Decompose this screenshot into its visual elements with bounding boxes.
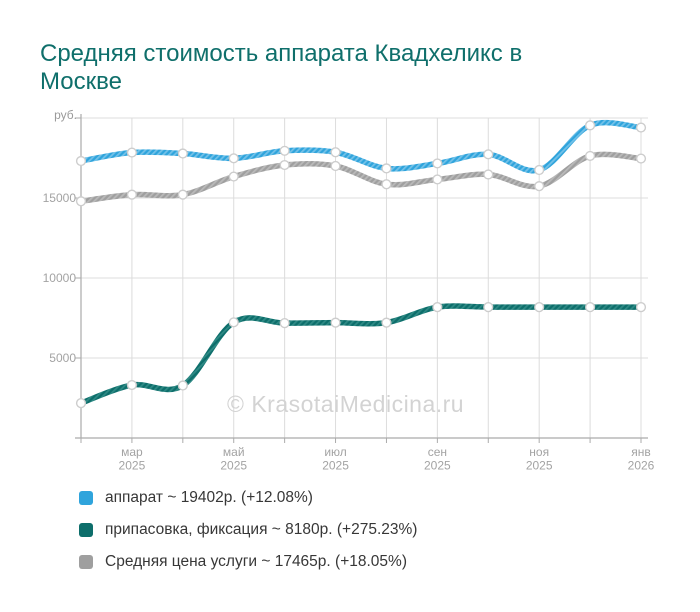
series-pripasovka-fiksaciya	[75, 302, 647, 409]
x-tick-label-year: 2025	[424, 459, 451, 473]
data-point-srednyaya-cena-uslugi	[228, 171, 239, 182]
x-tick-label-year: 2025	[526, 459, 553, 473]
axes	[75, 114, 648, 443]
x-tick-label-month: июл	[324, 445, 346, 459]
data-point-srednyaya-cena-uslugi	[279, 159, 290, 171]
data-point-pripasovka-fiksaciya	[330, 317, 341, 328]
data-point-pripasovka-fiksaciya	[75, 398, 87, 409]
x-tick-label-month: янв	[631, 445, 651, 459]
legend-item-pripasovka-fiksaciya: припасовка, фиксация ~ 8180р. (+275.23%)	[79, 514, 417, 546]
data-point-apparat	[381, 163, 392, 174]
y-tick-label: 15000	[43, 191, 77, 205]
data-point-srednyaya-cena-uslugi	[381, 179, 392, 190]
data-point-apparat	[635, 122, 647, 133]
series-apparat	[75, 119, 647, 176]
legend-swatch-apparat	[79, 491, 93, 505]
x-tick-label-year: 2025	[220, 459, 247, 473]
x-tick-label-year: 2025	[322, 459, 349, 473]
data-point-srednyaya-cena-uslugi	[126, 189, 138, 200]
data-point-pripasovka-fiksaciya	[381, 317, 392, 328]
series-srednyaya-cena-uslugi	[75, 150, 647, 207]
data-point-apparat	[432, 158, 443, 169]
data-point-pripasovka-fiksaciya	[228, 317, 239, 328]
data-point-pripasovka-fiksaciya	[483, 302, 494, 313]
data-point-apparat	[177, 148, 188, 159]
legend: аппарат ~ 19402р. (+12.08%) припасовка, …	[79, 482, 417, 578]
series-line-pripasovka-fiksaciya	[80, 303, 641, 406]
data-point-apparat	[126, 147, 138, 158]
data-point-pripasovka-fiksaciya	[432, 302, 443, 313]
legend-item-srednyaya-cena-uslugi: Средняя цена услуги ~ 17465р. (+18.05%)	[79, 546, 417, 578]
x-tick-label-month: мар	[121, 445, 143, 459]
y-tick-label: 5000	[49, 351, 76, 365]
data-point-pripasovka-fiksaciya	[279, 318, 290, 329]
data-point-apparat	[534, 164, 545, 176]
data-point-apparat	[228, 153, 239, 164]
data-point-pripasovka-fiksaciya	[534, 302, 545, 313]
legend-label-srednyaya-cena-uslugi: Средняя цена услуги ~ 17465р. (+18.05%)	[105, 553, 407, 570]
series-line-apparat	[80, 119, 642, 174]
data-point-srednyaya-cena-uslugi	[432, 174, 443, 185]
data-point-pripasovka-fiksaciya	[584, 302, 596, 313]
x-tick-label-month: сен	[428, 445, 447, 459]
data-point-apparat	[483, 149, 494, 160]
y-tick-label: 10000	[43, 271, 77, 285]
x-tick-label-month: май	[223, 445, 245, 459]
data-point-pripasovka-fiksaciya	[177, 380, 188, 391]
data-point-srednyaya-cena-uslugi	[483, 169, 494, 180]
data-point-apparat	[330, 147, 341, 158]
legend-swatch-srednyaya-cena-uslugi	[79, 555, 93, 569]
data-point-apparat	[75, 155, 87, 167]
data-point-apparat	[279, 145, 290, 156]
data-point-apparat	[584, 120, 596, 131]
y-axis-unit-label: руб.	[54, 108, 77, 122]
data-point-srednyaya-cena-uslugi	[330, 160, 341, 172]
x-tick-label-year: 2025	[119, 459, 146, 473]
x-tick-label-month: ноя	[529, 445, 549, 459]
chart-title: Средняя стоимость аппарата Квадхеликс в …	[40, 40, 523, 95]
data-point-pripasovka-fiksaciya	[635, 302, 647, 313]
axis-labels: 50001000015000руб.мар2025май2025июл2025с…	[43, 108, 655, 473]
data-point-srednyaya-cena-uslugi	[635, 153, 647, 164]
data-point-pripasovka-fiksaciya	[126, 379, 138, 391]
legend-item-apparat: аппарат ~ 19402р. (+12.08%)	[79, 482, 417, 514]
x-tick-label-year: 2026	[628, 459, 655, 473]
legend-swatch-pripasovka-fiksaciya	[79, 523, 93, 537]
data-point-srednyaya-cena-uslugi	[584, 150, 596, 162]
data-point-srednyaya-cena-uslugi	[75, 196, 87, 207]
data-point-srednyaya-cena-uslugi	[177, 189, 188, 200]
legend-label-apparat: аппарат ~ 19402р. (+12.08%)	[105, 489, 313, 506]
legend-label-pripasovka-fiksaciya: припасовка, фиксация ~ 8180р. (+275.23%)	[105, 521, 418, 538]
data-point-srednyaya-cena-uslugi	[534, 181, 545, 192]
gridlines	[81, 117, 648, 438]
